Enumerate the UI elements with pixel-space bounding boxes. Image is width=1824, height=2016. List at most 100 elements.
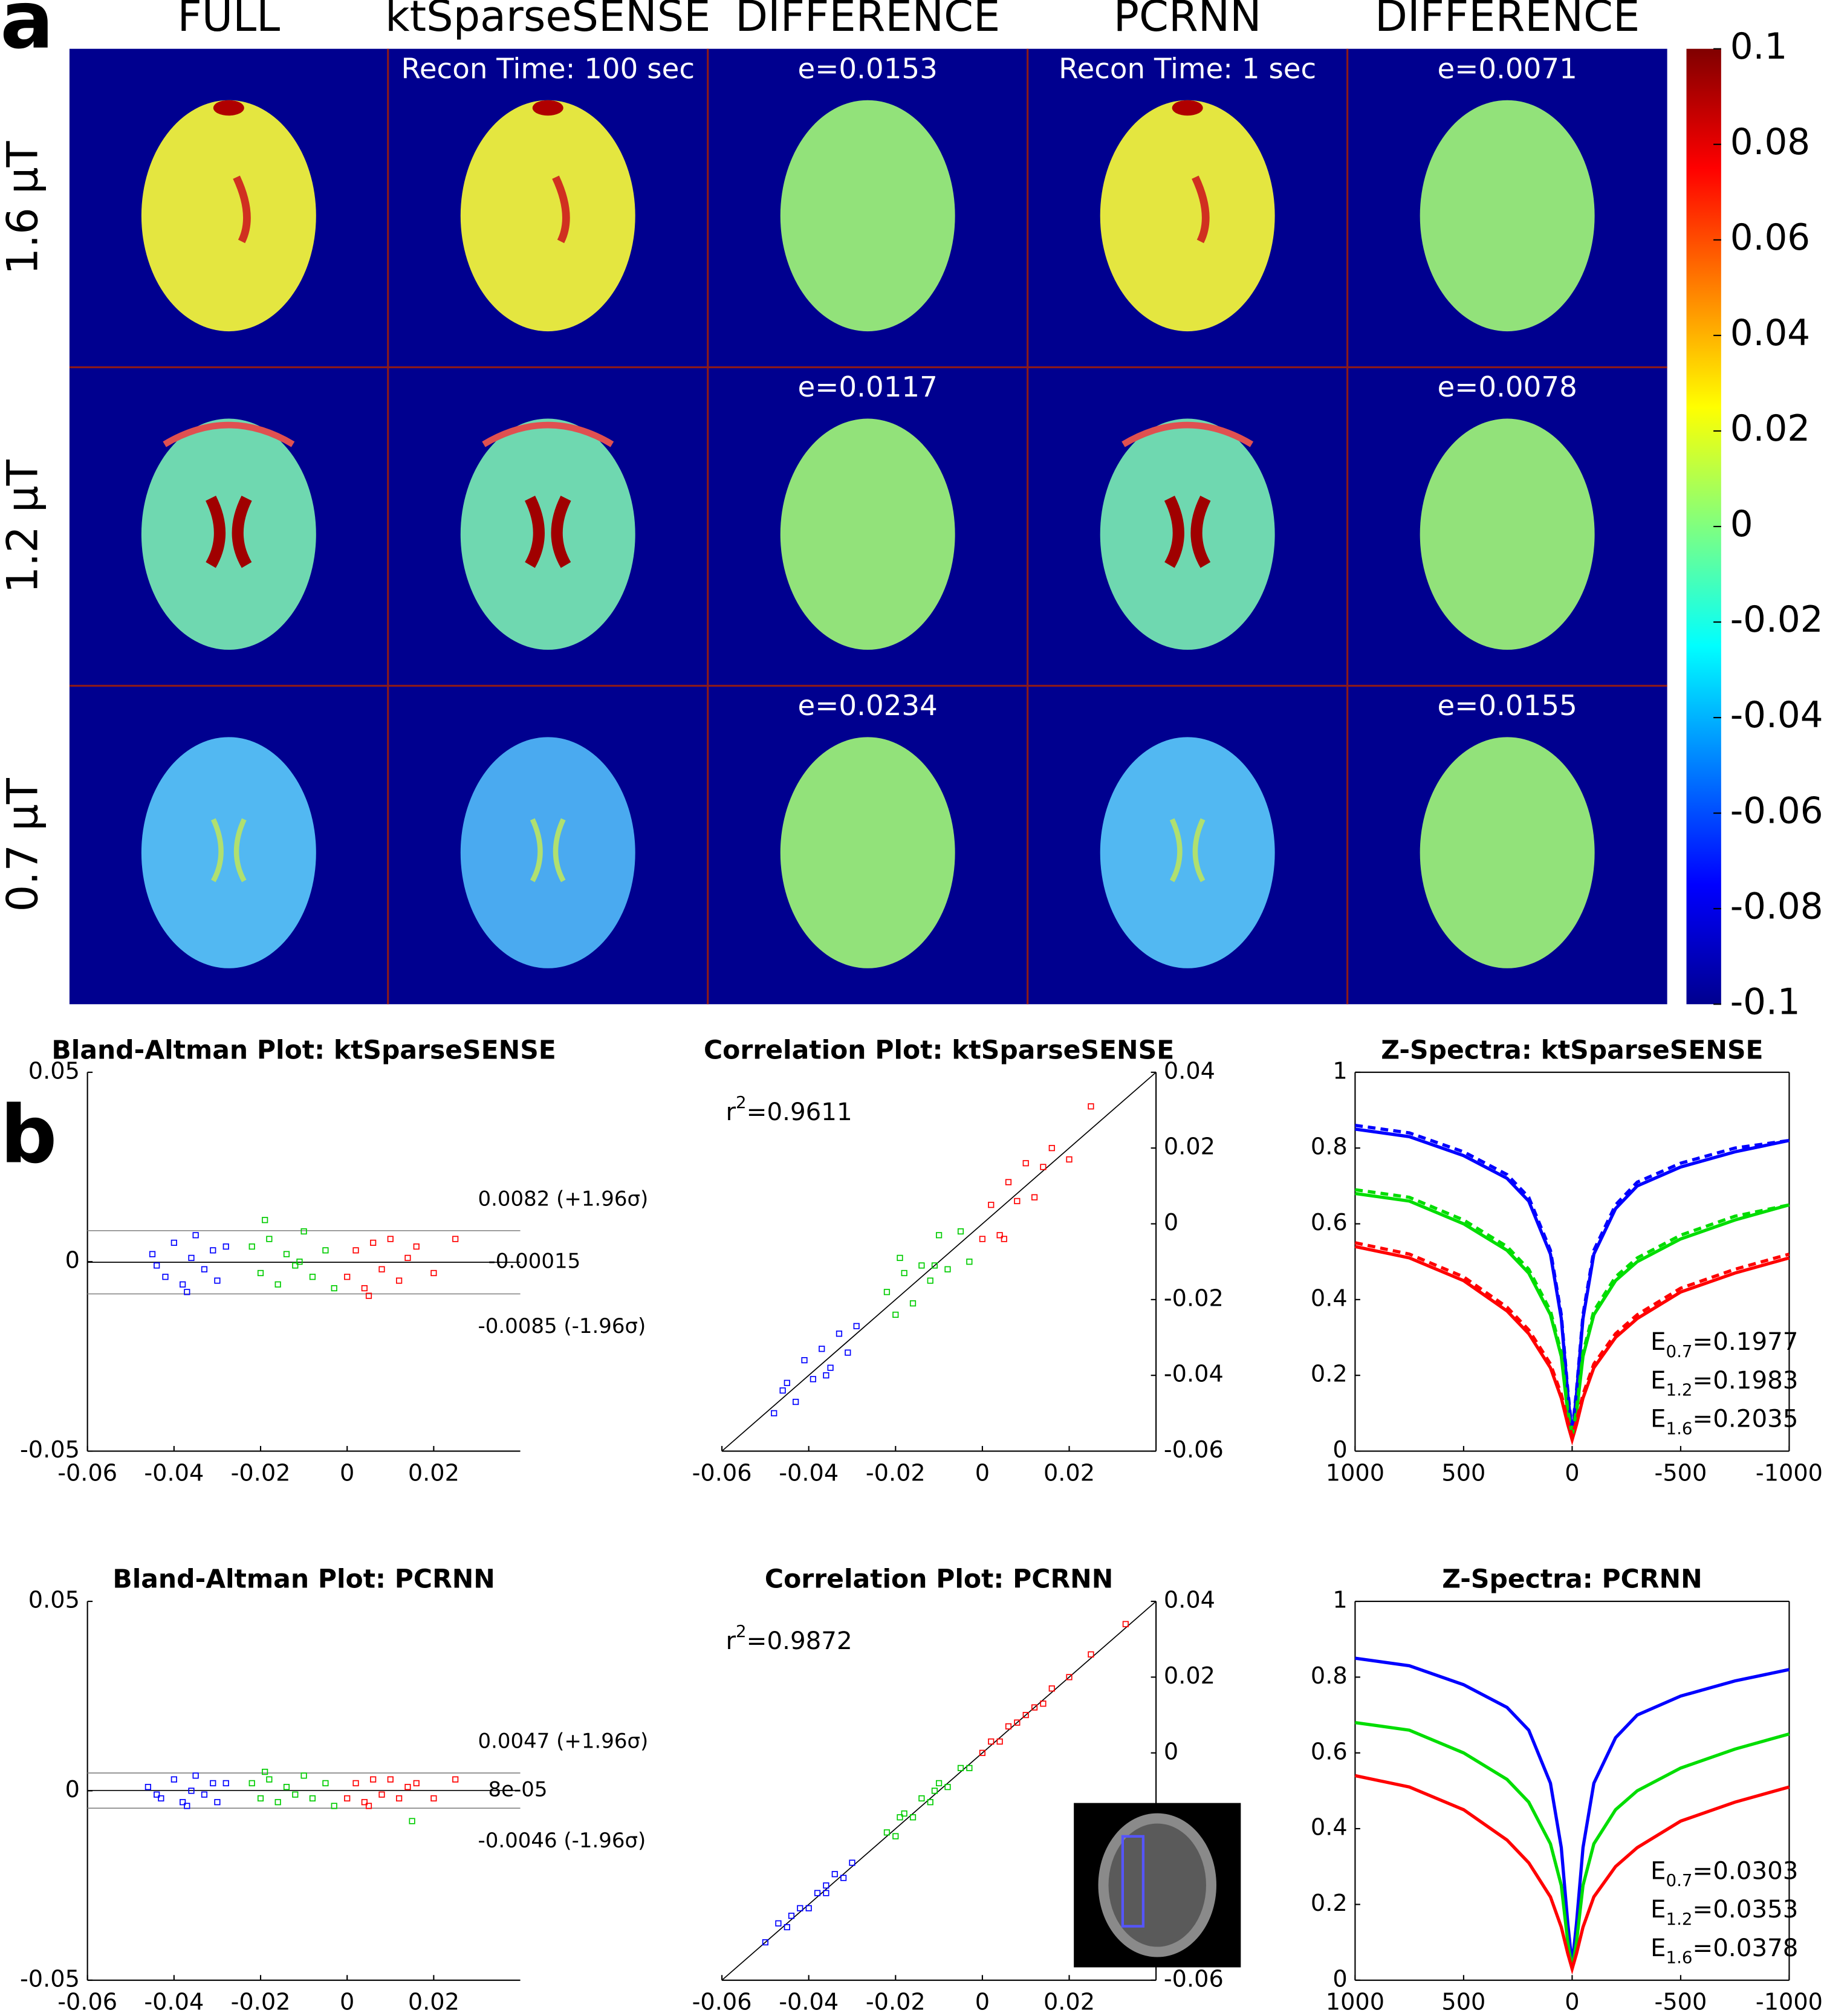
scatter-point: [784, 1379, 790, 1386]
reference-label: 0.0047 (+1.96σ): [478, 1729, 648, 1753]
colorbar-tick-label: -0.08: [1730, 886, 1823, 927]
scatter-point: [257, 1795, 264, 1802]
e-value: =0.0378: [1692, 1934, 1798, 1962]
scatter-point: [762, 1939, 768, 1946]
scatter-point: [404, 1784, 411, 1791]
scatter-point: [853, 1323, 860, 1329]
brain-image: [141, 100, 316, 332]
brain-image: [780, 418, 955, 650]
e-symbol: E: [1650, 1934, 1666, 1962]
scatter-point: [823, 1882, 829, 1889]
reference-label: 8e-05: [488, 1777, 547, 1801]
column-title: PCRNN: [1114, 0, 1262, 41]
scatter-point: [931, 1262, 938, 1269]
colorbar-tick-label: -0.04: [1730, 695, 1823, 736]
e-value: =0.0353: [1692, 1895, 1798, 1924]
identity-line: [721, 1072, 1157, 1452]
cell-annotation: Recon Time: 100 sec: [401, 53, 695, 85]
colorbar-tick-label: 0.1: [1730, 26, 1788, 68]
x-tick-label: -500: [1655, 1989, 1707, 2014]
scatter-point: [192, 1232, 199, 1239]
x-tick-label: -0.04: [779, 1989, 839, 2014]
panel-label: a: [0, 0, 54, 67]
scatter-point: [779, 1387, 786, 1394]
scatter-point: [192, 1772, 199, 1779]
scatter-point: [180, 1799, 186, 1806]
e-symbol: E: [1650, 1366, 1666, 1395]
inset-image: [1074, 1803, 1241, 1968]
row-label: 0.7 µT: [0, 777, 48, 912]
scatter-point: [784, 1924, 790, 1931]
error-annotation: E1.6=0.2035: [1650, 1405, 1798, 1439]
x-tick-label: 500: [1441, 1460, 1485, 1486]
scatter-point: [1066, 1156, 1073, 1163]
y-tick-label: -0.06: [1164, 1437, 1224, 1463]
e-sub: 1.6: [1666, 1948, 1693, 1968]
y-tick-label: 0.4: [1311, 1285, 1348, 1312]
e-sub: 1.2: [1666, 1380, 1693, 1400]
r-base: r: [725, 1627, 736, 1655]
e-sub: 0.7: [1666, 1341, 1693, 1361]
r-value: =0.9872: [747, 1627, 852, 1655]
y-tick-label: -0.05: [20, 1437, 80, 1463]
scatter-point: [901, 1810, 907, 1817]
row-label: 1.6 µT: [0, 140, 48, 274]
chart-title: Bland-Altman Plot: PCRNN: [112, 1565, 495, 1595]
chart-title: Bland-Altman Plot: ktSparseSENSE: [51, 1036, 556, 1065]
scatter-point: [988, 1202, 995, 1208]
error-annotation: E1.2=0.0353: [1650, 1895, 1798, 1929]
scatter-point: [170, 1776, 177, 1783]
reference-label: -0.0085 (-1.96σ): [478, 1314, 646, 1338]
scatter-point: [365, 1292, 372, 1299]
cell-annotation: e=0.0153: [798, 53, 938, 85]
scatter-point: [188, 1787, 195, 1794]
scatter-point: [1031, 1704, 1038, 1711]
scatter-point: [214, 1799, 221, 1806]
scatter-point: [1048, 1685, 1055, 1692]
chart-title: Z-Spectra: ktSparseSENSE: [1381, 1036, 1763, 1065]
scatter-point: [1031, 1194, 1038, 1201]
colorbar-tick-label: -0.02: [1730, 599, 1823, 641]
y-tick-label: 0: [65, 1777, 80, 1803]
scatter-point: [248, 1243, 255, 1250]
e-value: =0.0303: [1692, 1856, 1798, 1885]
y-tick-label: 0: [1164, 1210, 1178, 1236]
scatter-point: [944, 1784, 951, 1791]
scatter-point: [849, 1859, 855, 1866]
scatter-point: [957, 1765, 964, 1771]
x-tick-label: 0: [1565, 1989, 1579, 2014]
scatter-point: [365, 1803, 372, 1809]
brain-ventricle: [552, 175, 570, 244]
y-tick-label: 0.02: [1164, 1663, 1215, 1690]
scatter-point: [909, 1300, 917, 1307]
scatter-point: [201, 1266, 208, 1272]
scatter-point: [979, 1749, 986, 1756]
error-annotation: E1.2=0.1983: [1650, 1366, 1798, 1400]
brain-ventricle: [210, 818, 247, 883]
y-tick-label: 0.2: [1311, 1361, 1348, 1388]
x-tick-label: -1000: [1756, 1460, 1823, 1486]
y-tick-label: 1: [1332, 1058, 1347, 1084]
scatter-point: [918, 1795, 925, 1802]
scatter-point: [892, 1833, 899, 1839]
scatter-point: [892, 1311, 899, 1318]
scatter-point: [979, 1236, 986, 1242]
scatter-point: [927, 1799, 933, 1806]
error-annotation: E0.7=0.0303: [1650, 1856, 1798, 1890]
x-tick-label: 0: [340, 1989, 354, 2014]
brain-hotspot: [213, 100, 244, 116]
scatter-point: [430, 1795, 437, 1802]
y-tick-label: 0.8: [1311, 1663, 1348, 1690]
scatter-point: [396, 1277, 403, 1284]
scatter-point: [827, 1364, 834, 1371]
r-value: =0.9611: [747, 1098, 852, 1126]
e-value: =0.1977: [1692, 1327, 1798, 1356]
scatter-point: [966, 1259, 973, 1265]
scatter-point: [266, 1776, 273, 1783]
spectrum-line: [1355, 1123, 1790, 1433]
scatter-point: [927, 1277, 933, 1284]
brain-hotspot: [1172, 100, 1203, 116]
r-sup: 2: [736, 1092, 747, 1112]
scatter-point: [396, 1795, 403, 1802]
